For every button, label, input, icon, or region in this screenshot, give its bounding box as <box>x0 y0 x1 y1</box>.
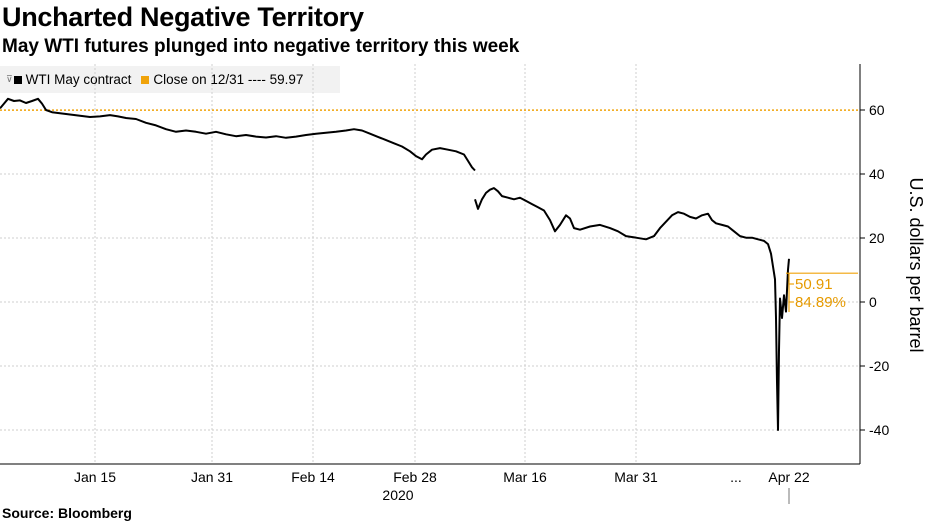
legend: ⊽ WTI May contract Close on 12/31 ---- 5… <box>0 66 340 93</box>
x-tick-label: Mar 16 <box>503 469 547 485</box>
y-tick-label: -20 <box>869 358 889 374</box>
x-tick-label: Jan 31 <box>191 469 233 485</box>
y-tick-label: 0 <box>869 294 877 310</box>
series-line-wti <box>474 187 790 431</box>
annotation-label: 84.89% <box>795 294 846 311</box>
annotation-label: 50.91 <box>795 276 833 293</box>
y-tick-label: 20 <box>869 230 885 246</box>
y-tick-label: 60 <box>869 102 885 118</box>
y-tick-label: -40 <box>869 422 889 438</box>
x-tick-label: Feb 28 <box>393 469 437 485</box>
legend-item-close: Close on 12/31 ---- 59.97 <box>141 72 303 87</box>
x-year-label: 2020 <box>382 487 413 503</box>
legend-swatch-close <box>141 75 150 84</box>
series-line-wti <box>0 97 476 172</box>
y-axis-label: U.S. dollars per barrel <box>906 177 926 352</box>
x-tick-label: Mar 31 <box>614 469 658 485</box>
legend-label-close: Close on 12/31 ---- 59.97 <box>153 72 304 87</box>
x-tick-label: Apr 22 <box>768 469 809 485</box>
y-tick-label: 40 <box>869 166 885 182</box>
legend-swatch-wti <box>13 75 22 84</box>
source-note: Source: Bloomberg <box>2 505 132 521</box>
legend-label-wti: WTI May contract <box>25 72 132 87</box>
legend-item-wti: ⊽ WTI May contract <box>6 72 131 87</box>
chart-subtitle: May WTI futures plunged into negative te… <box>2 36 520 57</box>
pin-icon: ⊽ <box>6 74 13 84</box>
chart-title: Uncharted Negative Territory <box>2 2 364 32</box>
x-tick-label: ... <box>730 469 742 485</box>
x-tick-label: Jan 15 <box>74 469 116 485</box>
x-tick-label: Feb 14 <box>291 469 335 485</box>
